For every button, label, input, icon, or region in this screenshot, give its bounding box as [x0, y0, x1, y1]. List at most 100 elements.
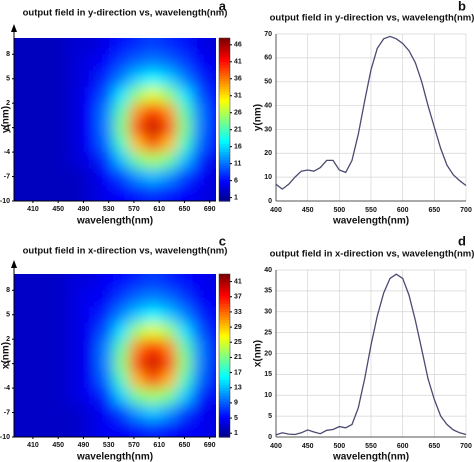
heatmap-cell	[113, 103, 130, 120]
x-tick-label: 450	[52, 206, 64, 213]
heatmap-cell	[50, 86, 67, 104]
heatmap-cell	[97, 371, 114, 389]
colorbar-step	[219, 111, 230, 115]
heatmap-cell	[113, 371, 130, 389]
heatmap-cell	[176, 420, 193, 437]
y-tick-label: 30	[264, 126, 272, 133]
heatmap-cell	[176, 274, 193, 291]
heatmap-cell	[160, 371, 178, 389]
heatmap-cell	[97, 184, 114, 201]
colorbar-step	[219, 379, 230, 384]
colorbar-step	[219, 431, 230, 435]
heatmap-cell	[144, 371, 162, 389]
colorbar-step	[219, 67, 230, 72]
colorbar-step	[219, 284, 230, 289]
heatmap-cell	[192, 355, 209, 373]
colorbar-step	[219, 312, 230, 316]
colorbar-step	[219, 306, 230, 310]
heatmap-cell	[176, 339, 193, 356]
colorbar-step	[219, 146, 230, 150]
heatmap-cell	[208, 135, 216, 153]
heatmap-cell	[144, 86, 162, 104]
colorbar-step	[219, 176, 230, 180]
heatmap-cell	[81, 306, 99, 324]
heatmap-cell	[176, 322, 193, 340]
heatmap-cell	[66, 119, 83, 137]
heatmap-cell	[160, 388, 178, 405]
heatmap-cell	[160, 420, 178, 437]
colorbar-step	[219, 105, 230, 110]
y-tick-label: 15	[264, 371, 272, 378]
panel-letter: c	[219, 233, 226, 248]
heatmap-cell	[208, 404, 216, 422]
heatmap-cell	[66, 371, 83, 389]
colorbar-tick-label: 31	[234, 93, 242, 100]
heatmap-cell	[34, 274, 51, 291]
heatmap-cell	[192, 388, 209, 405]
colorbar-step	[219, 184, 230, 189]
colorbar-step	[219, 341, 230, 346]
colorbar-step	[219, 420, 230, 425]
y-tick-label: 40	[264, 267, 272, 274]
heatmap-cell	[14, 404, 36, 422]
heatmap-cell	[34, 339, 51, 356]
heatmap-cell	[50, 54, 67, 72]
colorbar-step	[219, 366, 230, 370]
colorbar-step	[219, 390, 230, 395]
heatmap-cell	[81, 38, 99, 55]
heatmap-cell	[97, 152, 114, 169]
x-tick-label: 450	[302, 207, 314, 214]
x-tick-label: 610	[153, 206, 165, 213]
colorbar-step	[219, 97, 230, 102]
y-tick-label: 0	[268, 434, 272, 441]
colorbar-tick-label: 29	[234, 324, 242, 331]
colorbar-step	[219, 320, 230, 324]
heatmap-cell	[50, 38, 67, 55]
heatmap-cell	[144, 119, 162, 137]
heatmap-cell	[192, 70, 209, 88]
heatmap-cell	[14, 103, 36, 120]
heatmap-cell	[81, 404, 99, 422]
x-tick-label: 690	[204, 442, 216, 449]
heatmap-cell	[144, 306, 162, 324]
y-tick-label: 70	[264, 31, 272, 38]
heatmap-cell	[113, 306, 130, 324]
colorbar-tick-label: 9	[234, 400, 238, 407]
heatmap-cell	[113, 184, 130, 201]
y-tick-label: -10	[0, 198, 10, 205]
heatmap-cell	[160, 274, 178, 291]
heatmap-cell	[176, 54, 193, 72]
heatmap-cell	[176, 184, 193, 201]
heatmap-cell	[192, 404, 209, 422]
colorbar-step	[219, 76, 230, 80]
heatmap-cell	[34, 184, 51, 201]
colorbar-step	[219, 426, 230, 430]
heatmap-cell	[208, 306, 216, 324]
colorbar-step	[219, 388, 230, 392]
colorbar-tick-label: 13	[234, 385, 242, 392]
y-tick-label: -1	[4, 124, 10, 131]
x-tick-label: 650	[179, 206, 191, 213]
heatmap-cell	[129, 103, 146, 120]
heatmap-cell	[81, 103, 99, 120]
heatmap-cell	[34, 38, 51, 55]
colorbar-step	[219, 162, 230, 167]
heatmap-cell	[50, 306, 67, 324]
colorbar-step	[219, 65, 230, 69]
colorbar-step	[219, 154, 230, 159]
heatmap-cell	[129, 388, 146, 405]
colorbar-step	[219, 38, 230, 42]
heatmap-cell	[50, 152, 67, 169]
heatmap-cell	[113, 322, 130, 340]
heatmap-cell	[14, 388, 36, 405]
colorbar-step	[219, 328, 230, 332]
colorbar-step	[219, 119, 230, 123]
heatmap-cell	[97, 54, 114, 72]
x-tick-label: 610	[153, 442, 165, 449]
y-axis-arrow	[11, 24, 17, 32]
colorbar-step	[219, 135, 230, 140]
heatmap-cell	[50, 290, 67, 308]
heatmap-clip	[14, 274, 216, 437]
heatmap-cell	[97, 404, 114, 422]
